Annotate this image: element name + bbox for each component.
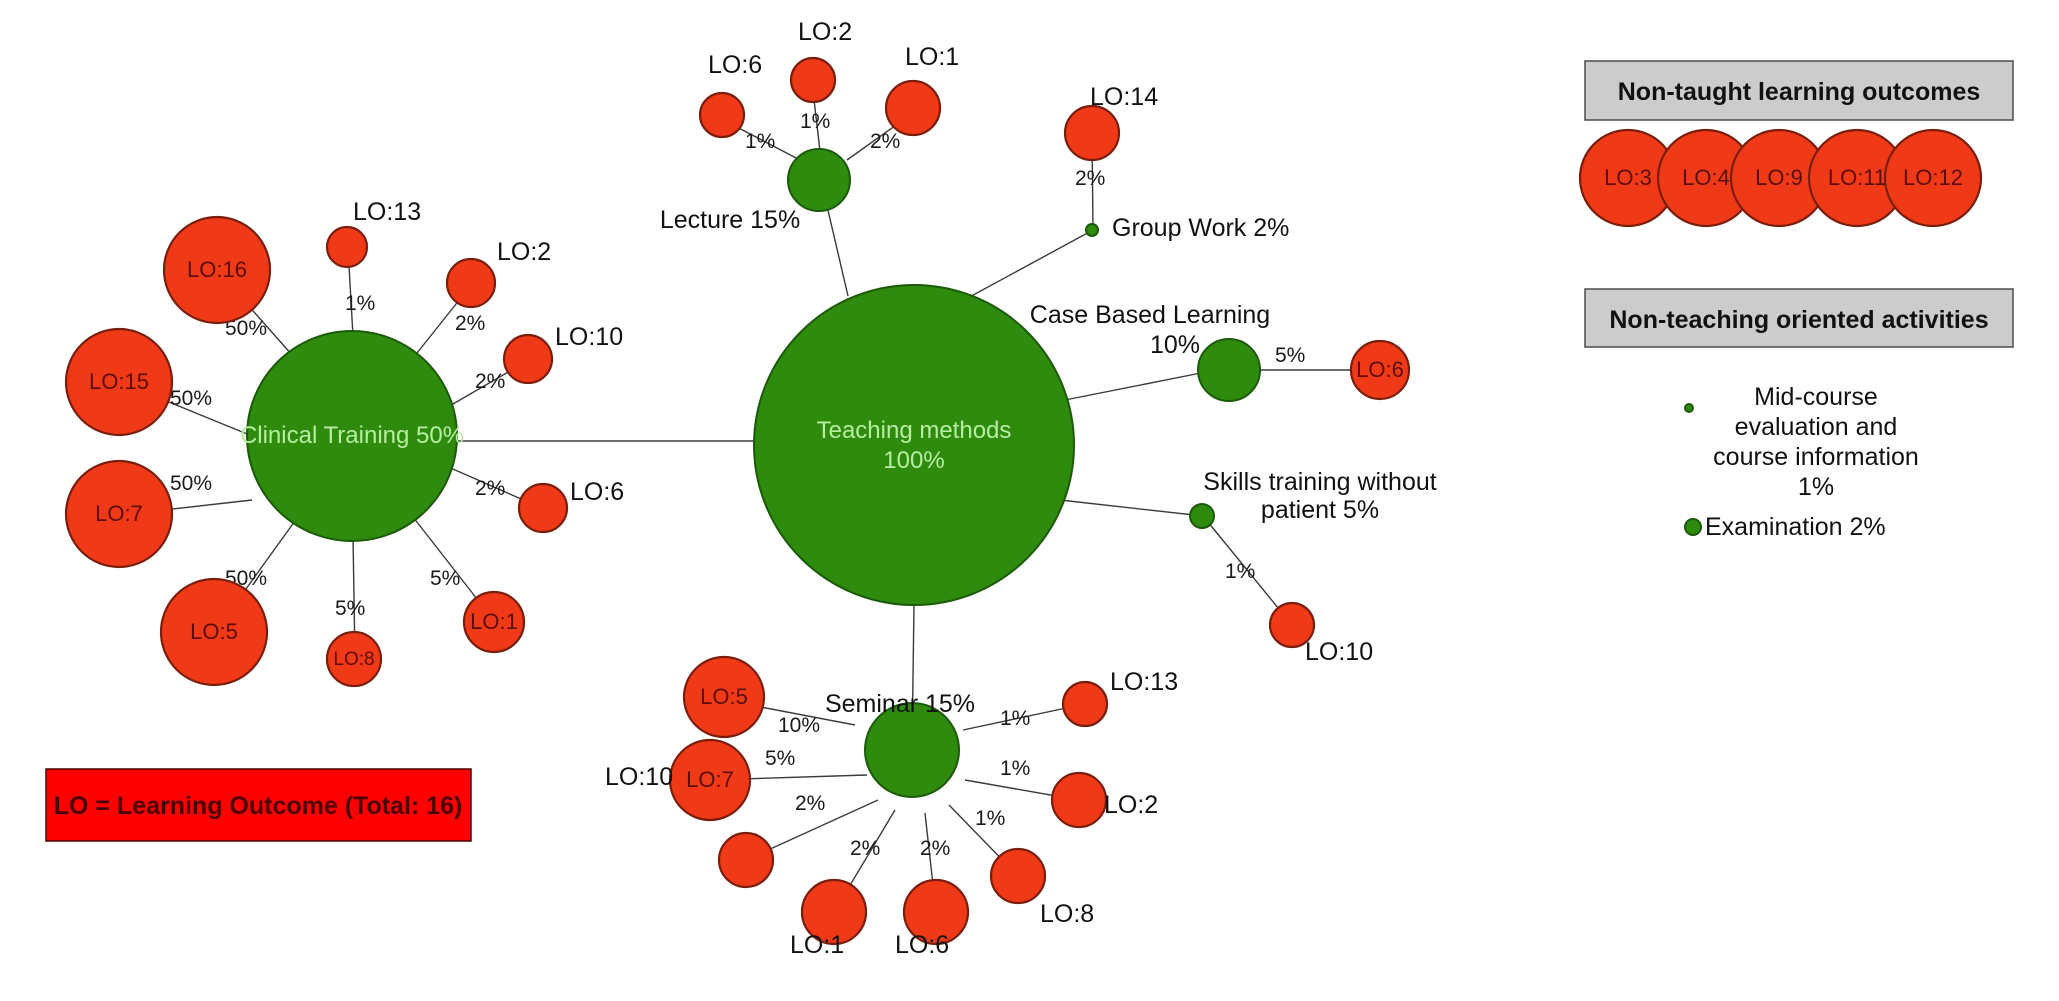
svg-text:1%: 1% [975, 807, 1005, 830]
svg-text:Non-teaching oriented activiti: Non-teaching oriented activities [1609, 306, 1988, 334]
svg-text:50%: 50% [170, 387, 212, 410]
svg-text:LO:1: LO:1 [470, 609, 518, 634]
svg-text:LO:6: LO:6 [570, 478, 624, 506]
svg-text:Group Work 2%: Group Work 2% [1112, 214, 1289, 242]
svg-text:1%: 1% [745, 130, 775, 153]
svg-text:5%: 5% [335, 597, 365, 620]
svg-text:LO:5: LO:5 [700, 684, 748, 709]
svg-text:LO:3: LO:3 [1604, 165, 1652, 190]
svg-text:2%: 2% [455, 312, 485, 335]
svg-text:10%: 10% [1150, 331, 1200, 359]
svg-text:1%: 1% [800, 110, 830, 133]
svg-text:10%: 10% [778, 714, 820, 737]
svg-text:LO:2: LO:2 [798, 18, 852, 46]
svg-text:LO:5: LO:5 [190, 619, 238, 644]
svg-text:2%: 2% [1075, 167, 1105, 190]
svg-text:LO:7: LO:7 [95, 501, 143, 526]
svg-text:LO:16: LO:16 [187, 257, 247, 282]
svg-text:LO:10: LO:10 [555, 323, 623, 351]
svg-text:Non-taught learning outcomes: Non-taught learning outcomes [1618, 78, 1981, 106]
svg-text:Teaching methods: Teaching methods [817, 417, 1012, 444]
svg-text:1%: 1% [345, 292, 375, 315]
svg-text:LO:7: LO:7 [686, 767, 734, 792]
svg-text:LO:2: LO:2 [497, 238, 551, 266]
svg-text:2%: 2% [850, 837, 880, 860]
svg-text:LO:4: LO:4 [1682, 165, 1730, 190]
svg-text:100%: 100% [883, 447, 944, 474]
svg-text:Case Based Learning: Case Based Learning [1030, 301, 1270, 329]
svg-text:Examination 2%: Examination 2% [1705, 513, 1886, 541]
svg-text:LO:6: LO:6 [1356, 357, 1404, 382]
svg-text:2%: 2% [795, 792, 825, 815]
svg-text:1%: 1% [1000, 757, 1030, 780]
svg-text:LO:8: LO:8 [333, 649, 374, 670]
svg-text:Lecture 15%: Lecture 15% [660, 206, 800, 234]
svg-text:LO = Learning Outcome (Total:: LO = Learning Outcome (Total: 16) [54, 792, 463, 820]
svg-text:LO:1: LO:1 [790, 931, 844, 959]
svg-text:2%: 2% [920, 837, 950, 860]
svg-text:LO:6: LO:6 [895, 931, 949, 959]
svg-text:50%: 50% [170, 472, 212, 495]
svg-text:LO:8: LO:8 [1040, 900, 1094, 928]
svg-text:LO:1: LO:1 [905, 43, 959, 71]
svg-text:course information: course information [1713, 443, 1919, 471]
svg-text:LO:13: LO:13 [1110, 668, 1178, 696]
svg-text:2%: 2% [870, 130, 900, 153]
svg-text:Skills training without: Skills training without [1203, 468, 1436, 496]
svg-text:1%: 1% [1798, 473, 1834, 501]
svg-text:LO:12: LO:12 [1903, 165, 1963, 190]
svg-text:LO:10: LO:10 [1305, 638, 1373, 666]
svg-text:2%: 2% [475, 477, 505, 500]
svg-text:LO:14: LO:14 [1090, 83, 1158, 111]
svg-text:evaluation and: evaluation and [1735, 413, 1898, 441]
svg-text:Seminar 15%: Seminar 15% [825, 690, 975, 718]
svg-text:LO:6: LO:6 [708, 51, 762, 79]
svg-text:5%: 5% [1275, 344, 1305, 367]
svg-text:2%: 2% [475, 370, 505, 393]
svg-text:LO:2: LO:2 [1104, 791, 1158, 819]
svg-text:LO:13: LO:13 [353, 198, 421, 226]
svg-text:5%: 5% [765, 747, 795, 770]
svg-text:LO:9: LO:9 [1755, 165, 1803, 190]
svg-text:LO:15: LO:15 [89, 369, 149, 394]
svg-text:1%: 1% [1225, 560, 1255, 583]
svg-text:LO:10: LO:10 [605, 763, 673, 791]
svg-text:patient 5%: patient 5% [1261, 496, 1379, 524]
svg-text:5%: 5% [430, 567, 460, 590]
svg-text:LO:11: LO:11 [1828, 165, 1886, 190]
svg-text:Mid-course: Mid-course [1754, 383, 1878, 411]
svg-text:1%: 1% [1000, 707, 1030, 730]
svg-text:Clinical Training 50%: Clinical Training 50% [240, 422, 464, 449]
